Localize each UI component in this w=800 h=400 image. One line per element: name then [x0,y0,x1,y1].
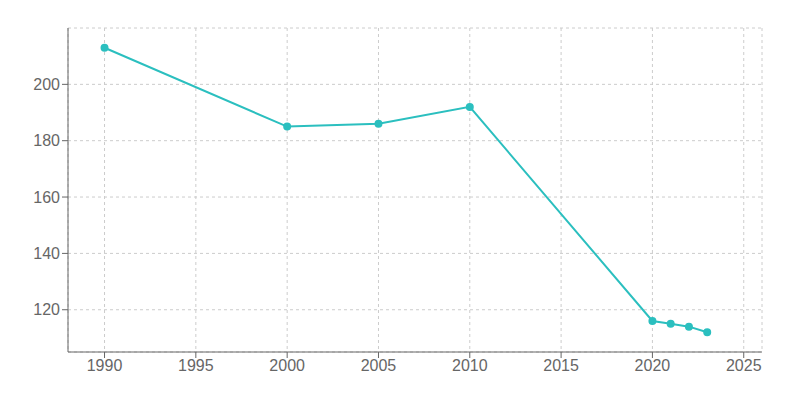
svg-text:180: 180 [33,132,60,149]
svg-text:200: 200 [33,76,60,93]
svg-text:2005: 2005 [361,357,397,374]
svg-text:2025: 2025 [726,357,762,374]
svg-text:1995: 1995 [178,357,214,374]
svg-text:2020: 2020 [635,357,671,374]
svg-text:2015: 2015 [543,357,579,374]
svg-text:1990: 1990 [87,357,123,374]
svg-text:160: 160 [33,189,60,206]
svg-text:140: 140 [33,245,60,262]
svg-text:2000: 2000 [269,357,305,374]
svg-text:2010: 2010 [452,357,488,374]
svg-text:120: 120 [33,301,60,318]
